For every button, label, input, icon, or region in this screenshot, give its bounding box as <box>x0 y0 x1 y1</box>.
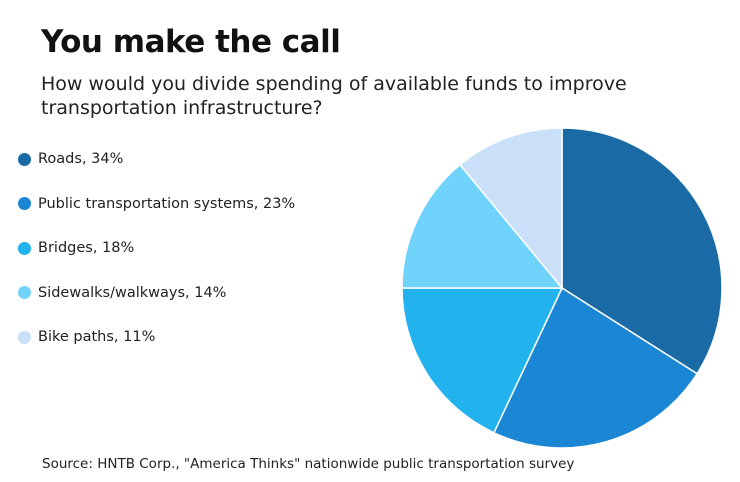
legend-swatch <box>18 330 31 344</box>
pie-slice-sidewalks-walkways <box>401 163 564 289</box>
legend-label: Bike paths, 11% <box>38 329 156 345</box>
legend-label: Roads, 34% <box>38 151 124 167</box>
legend-item-bike-paths: Bike paths, 11% <box>18 326 295 348</box>
chart-subtitle: How would you divide spending of availab… <box>41 73 627 119</box>
legend-label: Bridges, 18% <box>38 240 135 256</box>
legend-swatch <box>18 286 31 299</box>
legend-swatch <box>18 241 31 255</box>
legend-label: Public transportation systems, 23% <box>38 195 296 212</box>
pie-slice-bridges <box>401 287 564 434</box>
legend: Roads, 34% Public transportation systems… <box>18 148 295 371</box>
legend-label: Sidewalks/walkways, 14% <box>38 284 227 301</box>
legend-item-sidewalks: Sidewalks/walkways, 14% <box>18 282 295 304</box>
pie-chart-container <box>398 124 726 456</box>
pie-slice-bike-paths <box>458 127 563 291</box>
pie-slice-roads <box>561 127 723 375</box>
pie-slice-public-transportation-systems <box>492 286 699 449</box>
legend-item-bridges: Bridges, 18% <box>18 237 295 259</box>
legend-item-public-transportation: Public transportation systems, 23% <box>18 193 295 215</box>
source-note: Source: HNTB Corp., "America Thinks" nat… <box>42 456 575 472</box>
legend-swatch <box>18 152 31 166</box>
chart-title: You make the call <box>41 24 341 60</box>
legend-item-roads: Roads, 34% <box>18 148 295 170</box>
legend-swatch <box>18 197 31 210</box>
pie-chart <box>401 127 723 449</box>
